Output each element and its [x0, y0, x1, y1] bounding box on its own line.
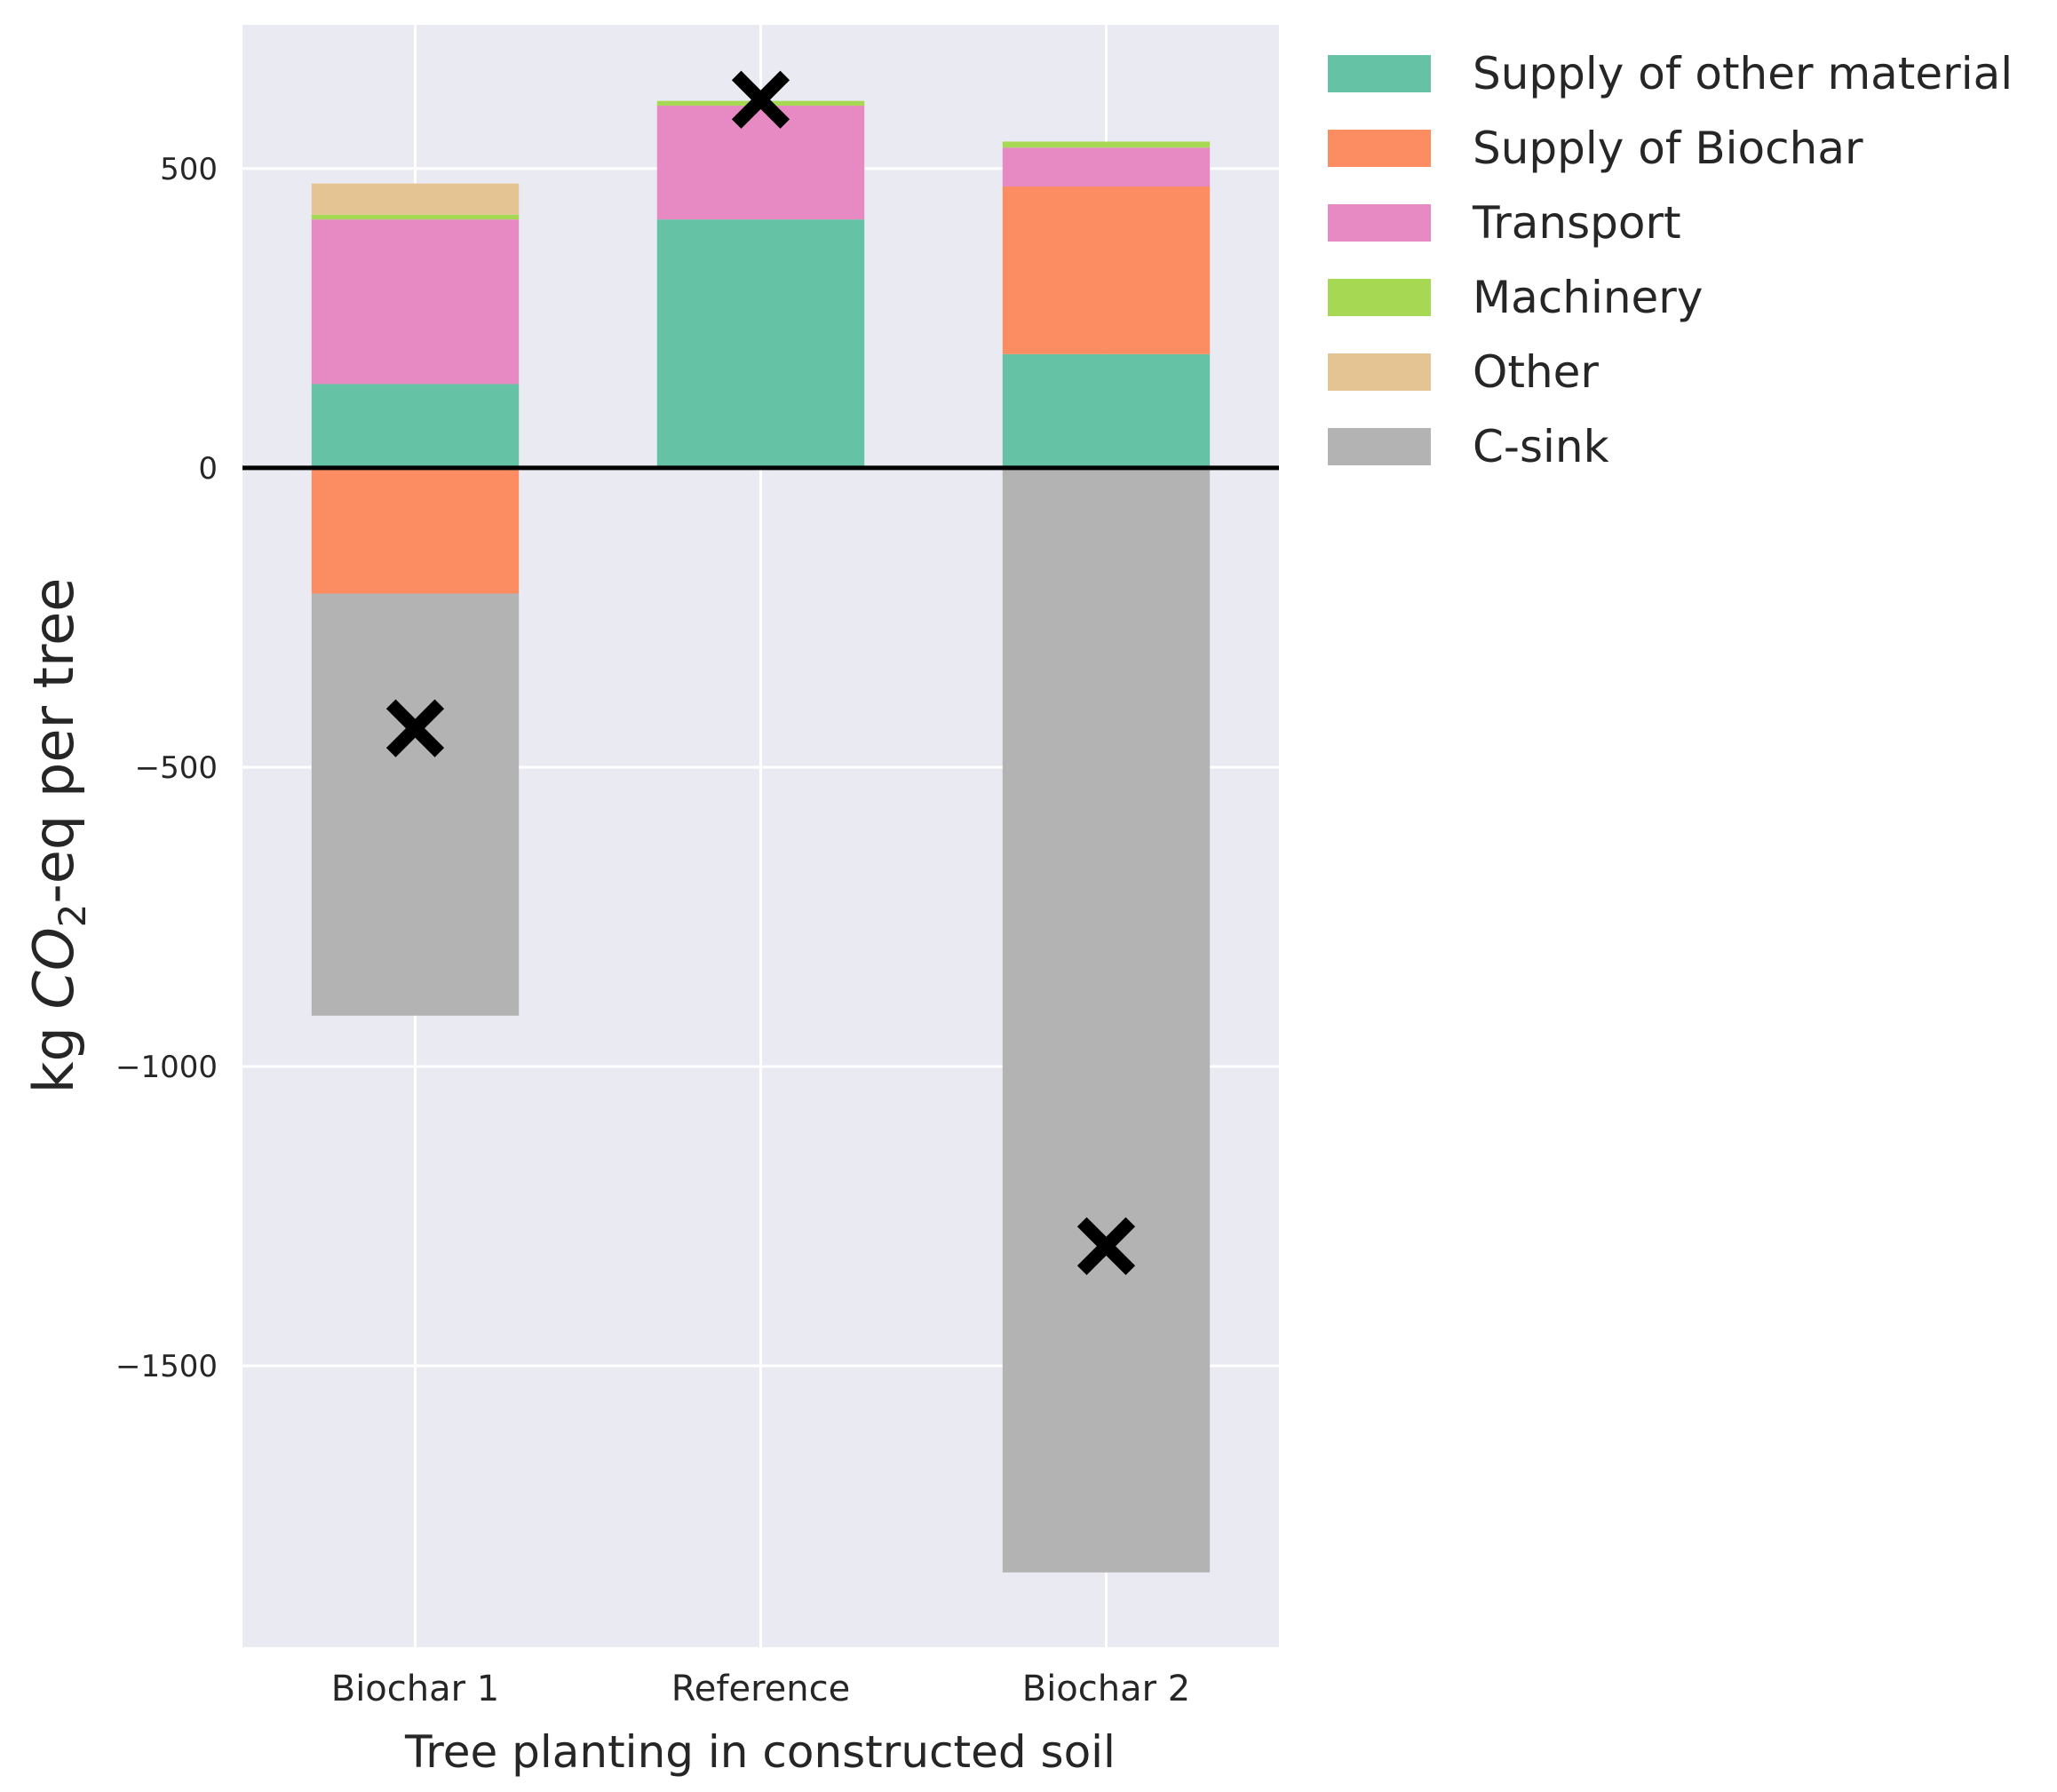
legend-item: C-sink	[1328, 421, 1609, 472]
legend-label: Supply of other material	[1473, 48, 2013, 99]
legend-item: Supply of other material	[1328, 48, 2013, 99]
bar-segment	[1002, 147, 1211, 187]
y-tick-label: −500	[135, 750, 218, 786]
y-axis-label-prefix: kg	[21, 1009, 86, 1093]
y-axis-label-suffix: -eq per tree	[21, 578, 86, 904]
y-tick-label: −1500	[115, 1349, 218, 1384]
legend-swatch	[1328, 279, 1431, 316]
y-axis-label-co: CO	[21, 927, 86, 1009]
x-tick-label: Reference	[671, 1669, 850, 1709]
bar-segment	[311, 214, 520, 220]
bar-segment	[656, 219, 865, 468]
net-marker	[385, 699, 445, 757]
legend-swatch	[1328, 130, 1431, 167]
legend-label: Transport	[1472, 197, 1681, 249]
bar-segment	[1002, 353, 1211, 468]
bar-segment	[311, 219, 520, 385]
y-axis-label: kg CO2-eq per tree	[21, 578, 94, 1094]
bar-segment	[656, 106, 865, 220]
bar-segment	[1002, 467, 1211, 1573]
y-tick-label: −1000	[115, 1050, 218, 1085]
y-tick-labels: 500 0 −500 −1000 −1500	[115, 152, 218, 1384]
legend-swatch	[1328, 428, 1431, 465]
bar-segment	[311, 467, 520, 594]
legend-item: Supply of Biochar	[1328, 123, 1863, 174]
legend-item: Transport	[1328, 197, 1681, 249]
legend-label: Machinery	[1473, 272, 1703, 323]
x-tick-label: Biochar 1	[331, 1669, 500, 1709]
legend-label: Other	[1473, 346, 1599, 398]
bar-segment	[311, 593, 520, 1016]
bar-segment	[1002, 141, 1211, 148]
legend: Supply of other material Supply of Biocha…	[1328, 48, 2013, 472]
legend-item: Machinery	[1328, 272, 1703, 323]
bar-segment	[311, 183, 520, 215]
legend-label: C-sink	[1473, 421, 1609, 472]
legend-swatch	[1328, 55, 1431, 92]
net-marker	[731, 70, 790, 129]
x-tick-label: Biochar 2	[1022, 1669, 1191, 1709]
net-markers	[385, 70, 1136, 1275]
x-axis-label: Tree planting in constructed soil	[404, 1726, 1116, 1778]
legend-item: Other	[1328, 346, 1599, 398]
bar-stacks	[311, 100, 1211, 1573]
legend-swatch	[1328, 353, 1431, 391]
bar-segment	[311, 384, 520, 468]
net-marker	[1076, 1217, 1136, 1275]
x-tick-labels: Biochar 1 Reference Biochar 2	[331, 1669, 1191, 1709]
legend-swatch	[1328, 204, 1431, 242]
bar-segment	[1002, 186, 1211, 354]
y-tick-label: 500	[160, 152, 218, 187]
y-tick-label: 0	[198, 451, 218, 487]
legend-label: Supply of Biochar	[1473, 123, 1863, 174]
y-axis-label-subscript: 2	[51, 904, 94, 928]
